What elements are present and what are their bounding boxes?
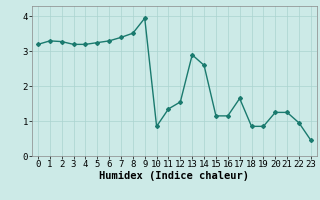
X-axis label: Humidex (Indice chaleur): Humidex (Indice chaleur) bbox=[100, 171, 249, 181]
